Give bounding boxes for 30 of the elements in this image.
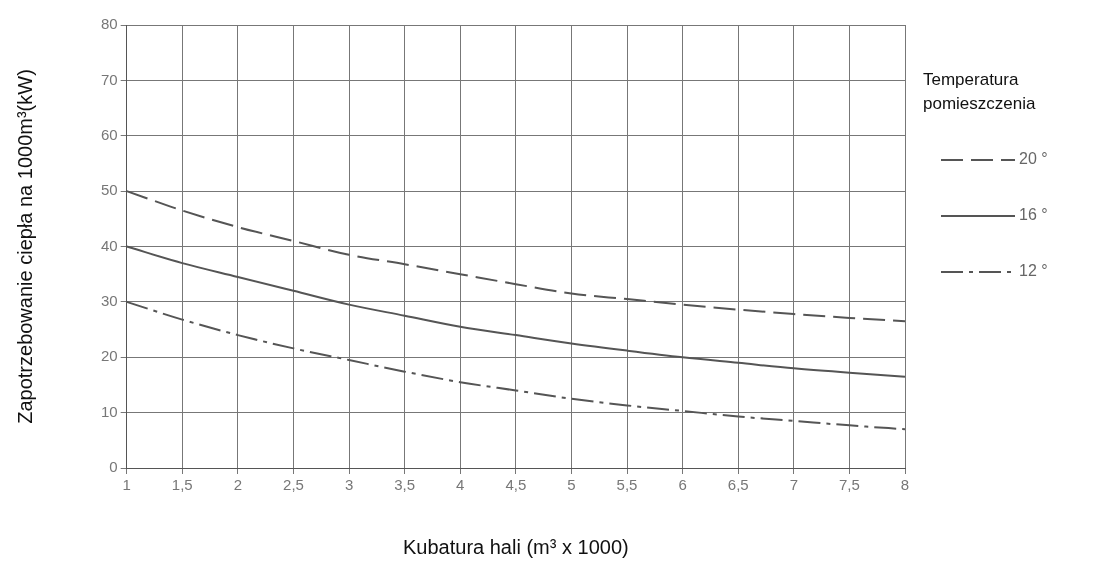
y-tick-label: 20 [101,347,118,365]
x-tick-label: 4 [456,476,465,494]
legend-label: 20 ° [1019,150,1048,168]
y-tick-label: 0 [109,458,118,476]
legend-label: 12 ° [1019,262,1048,280]
x-tick-label: 7,5 [838,476,860,494]
x-tick-label: 2,5 [283,476,304,494]
legend-title: Temperatura pomieszczenia [923,69,1036,113]
x-tick-label: 8 [900,476,910,494]
legend-label: 16 ° [1019,206,1048,224]
x-tick-label: 6 [678,476,687,494]
y-tick-label: 30 [101,292,118,310]
x-tick-label: 6,5 [727,476,749,494]
x-tick-label: 1 [122,476,131,494]
y-tick-label: 70 [101,70,118,88]
y-tick-label: 50 [101,181,118,199]
x-tick-label: 5 [567,476,576,494]
y-tick-label: 80 [101,15,118,33]
y-tick-label: 10 [101,402,118,420]
x-tick-label: 4,5 [505,476,527,494]
x-tick-label: 7 [789,476,798,494]
x-tick-label: 5,5 [616,476,638,494]
x-tick-label: 1,5 [171,476,193,494]
y-axis-title: Zapotrzebowanie ciepła na 1000m³(kW) [13,69,36,424]
x-tick-label: 3,5 [394,476,416,494]
y-tick-label: 60 [101,125,118,143]
x-axis-title: Kubatura hali (m³ x 1000) [403,535,629,558]
x-tick-label: 3 [344,476,354,494]
y-tick-label: 40 [101,236,118,254]
x-tick-label: 2 [233,476,243,494]
